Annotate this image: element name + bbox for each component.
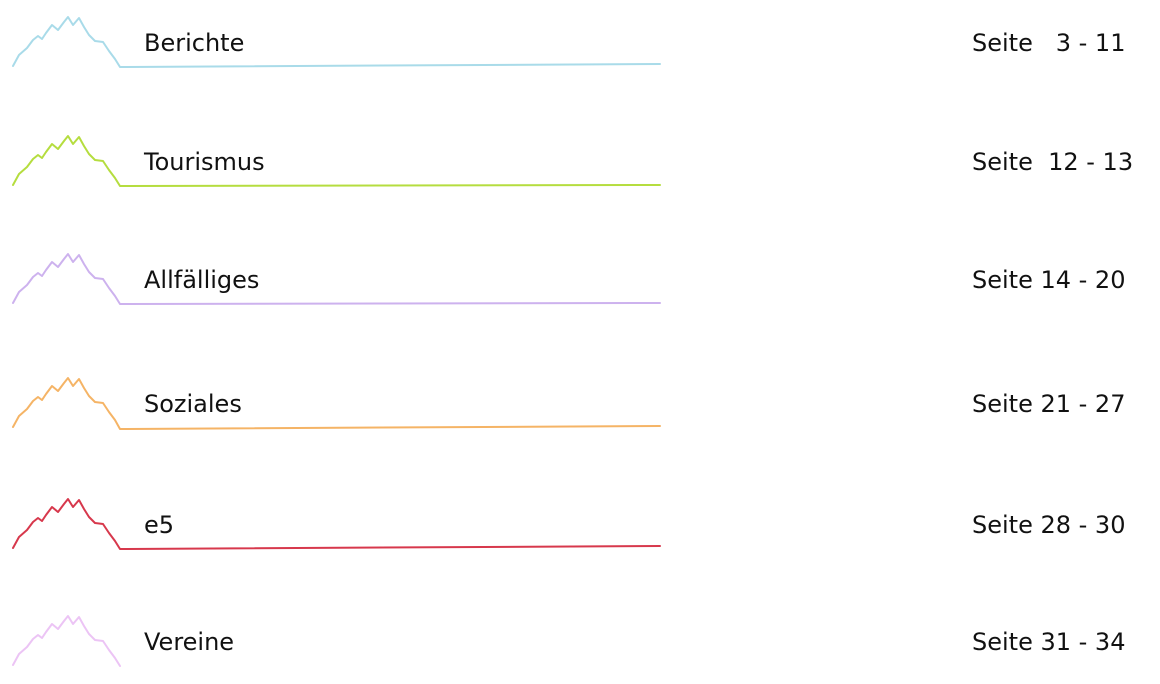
mountain-line-icon [12,135,661,187]
mountain-line-icon [12,253,661,305]
page-range: Seite 3 - 11 [972,29,1126,57]
toc-entry-vereine[interactable]: Vereine Seite 31 - 34 [0,604,1160,684]
page-range: Seite 31 - 34 [972,628,1126,656]
toc-entry-soziales[interactable]: Soziales Seite 21 - 27 [0,366,1160,446]
section-title: e5 [144,511,175,539]
page-range: Seite 14 - 20 [972,266,1126,294]
toc-entry-e5[interactable]: e5 Seite 28 - 30 [0,487,1160,567]
mountain-line-icon [12,377,661,430]
mountain-line-icon [12,498,661,550]
toc-entry-tourismus[interactable]: Tourismus Seite 12 - 13 [0,124,1160,204]
section-title: Tourismus [144,148,265,176]
mountain-line-icon [12,16,661,68]
toc-entry-berichte[interactable]: Berichte Seite 3 - 11 [0,5,1160,85]
section-title: Allfälliges [144,266,260,294]
toc-entry-allfaelliges[interactable]: Allfälliges Seite 14 - 20 [0,242,1160,322]
page-range: Seite 28 - 30 [972,511,1126,539]
page-range: Seite 21 - 27 [972,390,1126,418]
table-of-contents: Berichte Seite 3 - 11 Tourismus Seite 12… [0,5,1160,667]
section-title: Berichte [144,29,245,57]
page-range: Seite 12 - 13 [972,148,1134,176]
section-title: Soziales [144,390,242,418]
mountain-line-icon [12,615,121,667]
section-title: Vereine [144,628,235,656]
